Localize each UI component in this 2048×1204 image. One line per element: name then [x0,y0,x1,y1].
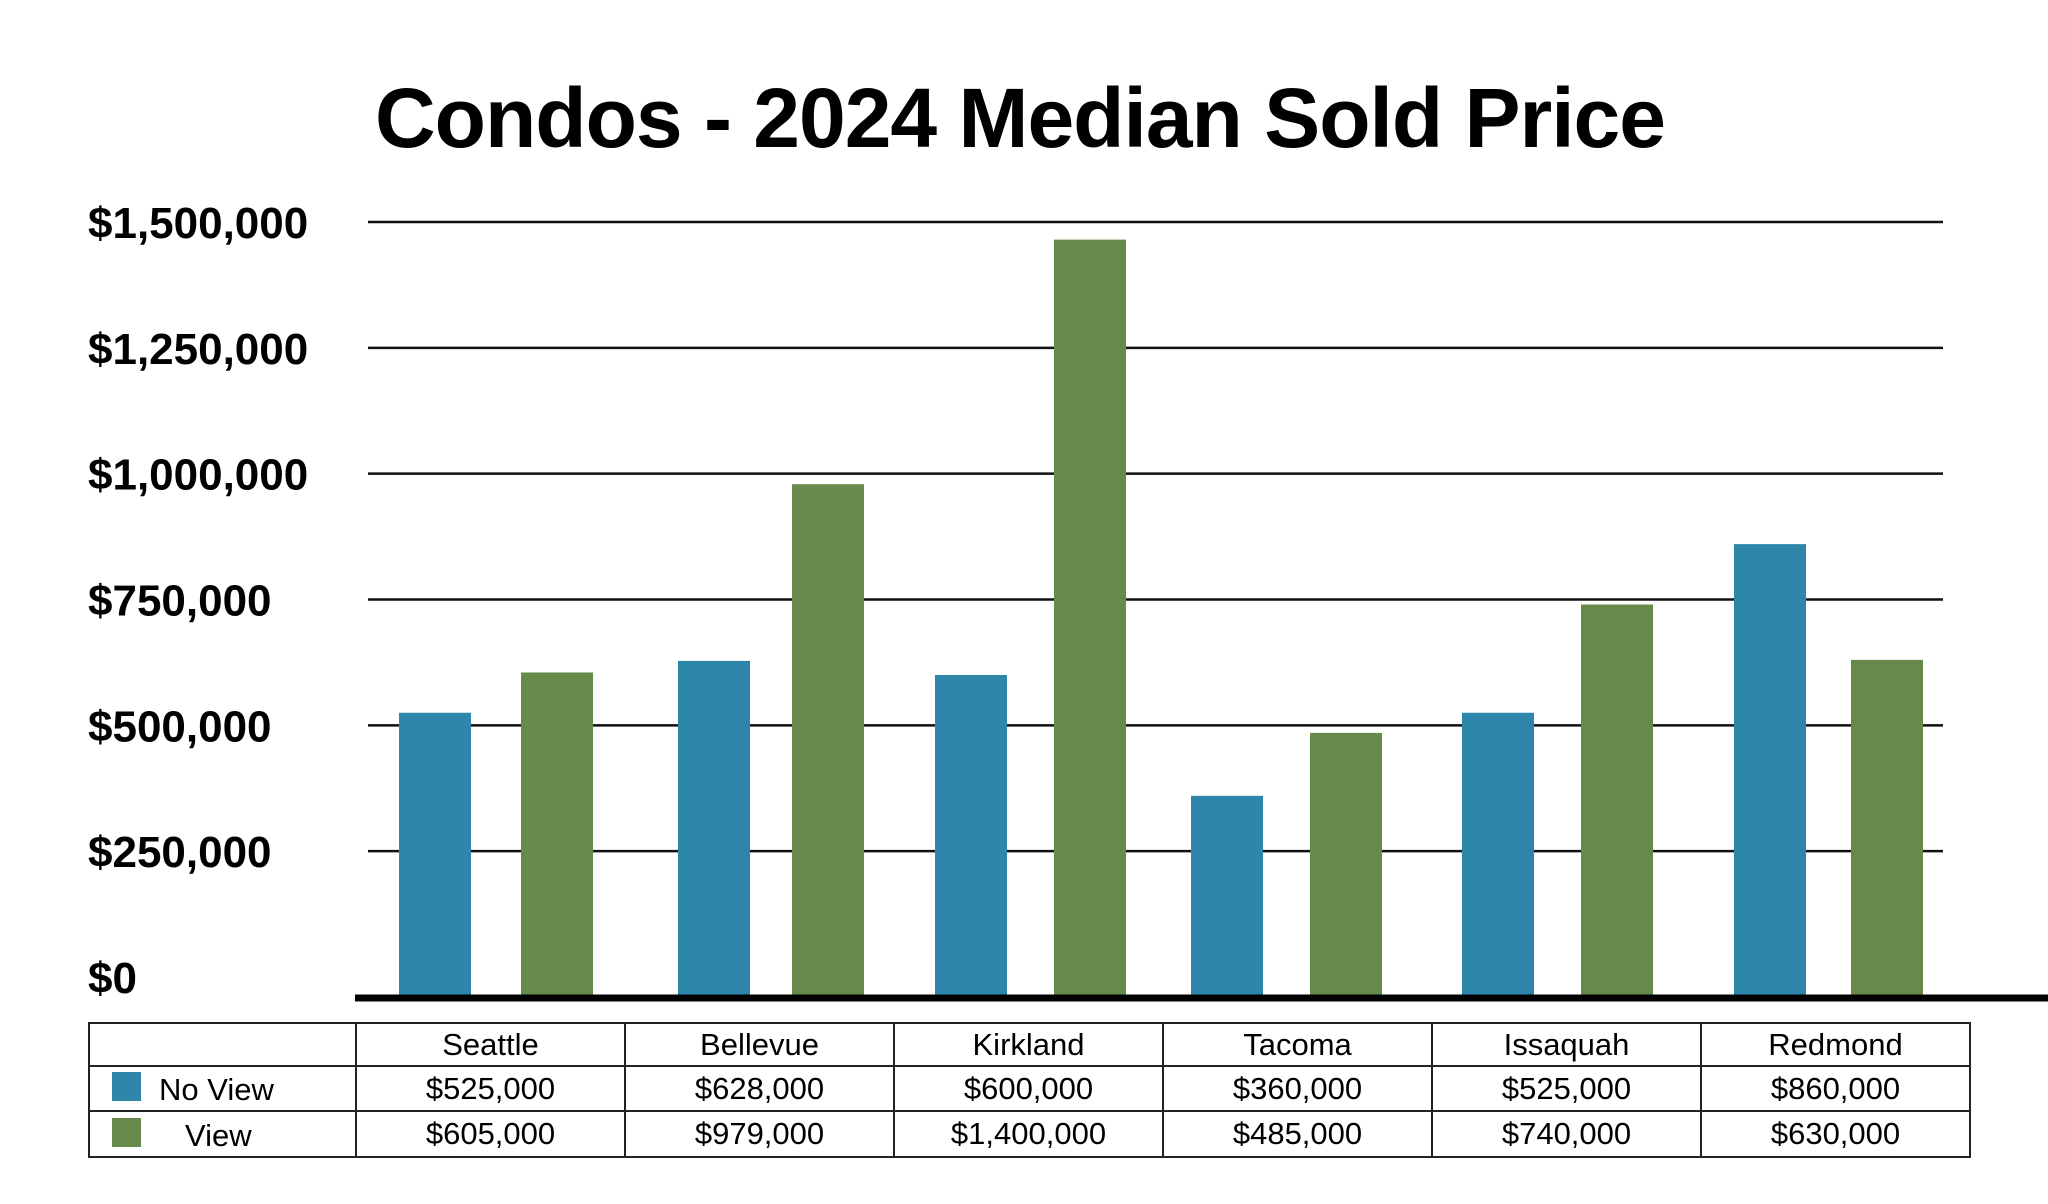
category-header: Bellevue [624,1022,895,1067]
y-tick-label: $0 [88,954,137,1003]
table-cell: $628,000 [624,1064,895,1113]
table-cell: $525,000 [1431,1064,1702,1113]
y-tick-label: $1,250,000 [88,325,308,374]
y-tick-label: $500,000 [88,702,272,751]
table-cell: $860,000 [1700,1064,1971,1113]
plot-area: $0 $250,000 $500,000 $750,000 $1,000,000 $1,2… [88,199,2048,1003]
table-cell: $740,000 [1431,1110,1702,1158]
category-header: Kirkland [893,1022,1164,1067]
bar-redmond-no-view [1734,544,1806,995]
bar-issaquah-no-view [1462,712,1534,995]
category-header: Issaquah [1431,1022,1702,1067]
table-cell: $630,000 [1700,1110,1971,1158]
y-tick-label: $250,000 [88,828,272,877]
table-row-no-view: No View $525,000 $628,000 $600,000 $360,… [88,1064,1971,1113]
table-header-row: Seattle Bellevue Kirkland Tacoma Issaqua… [88,1022,1971,1067]
bars [399,239,1923,995]
table-cell: $605,000 [355,1110,626,1158]
chart-title: Condos - 2024 Median Sold Price [375,71,1666,165]
bar-tacoma-view [1310,732,1382,995]
table-cell: $979,000 [624,1110,895,1158]
bar-bellevue-view [792,484,864,995]
bar-redmond-view [1851,659,1923,995]
category-header: Tacoma [1162,1022,1433,1067]
legend-label: View [185,1117,252,1153]
legend-swatch-view [112,1117,141,1147]
data-table: Seattle Bellevue Kirkland Tacoma Issaqua… [88,1022,1971,1158]
table-cell: $525,000 [355,1064,626,1113]
legend-entry-no-view: No View [88,1064,357,1113]
y-axis: $0 $250,000 $500,000 $750,000 $1,000,000 $1,2… [88,199,308,1003]
bar-kirkland-view [1054,239,1126,995]
legend-entry-view: View [88,1110,357,1158]
bar-seattle-no-view [399,712,471,995]
table-corner-cell [88,1022,357,1067]
table-cell: $600,000 [893,1064,1164,1113]
bar-seattle-view [521,672,593,995]
table-cell: $1,400,000 [893,1110,1164,1158]
table-cell: $360,000 [1162,1064,1433,1113]
y-tick-label: $1,500,000 [88,199,308,248]
gridlines [368,220,1943,853]
table-cell: $485,000 [1162,1110,1433,1158]
bar-tacoma-no-view [1191,795,1263,995]
legend-label: No View [159,1072,274,1108]
bar-issaquah-view [1581,604,1653,995]
table-row-view: View $605,000 $979,000 $1,400,000 $485,0… [88,1110,1971,1158]
category-header: Redmond [1700,1022,1971,1067]
y-tick-label: $1,000,000 [88,451,308,500]
bar-bellevue-no-view [678,660,750,995]
bar-kirkland-no-view [935,675,1007,995]
legend-swatch-no-view [112,1072,141,1102]
y-tick-label: $750,000 [88,577,272,626]
category-header: Seattle [355,1022,626,1067]
